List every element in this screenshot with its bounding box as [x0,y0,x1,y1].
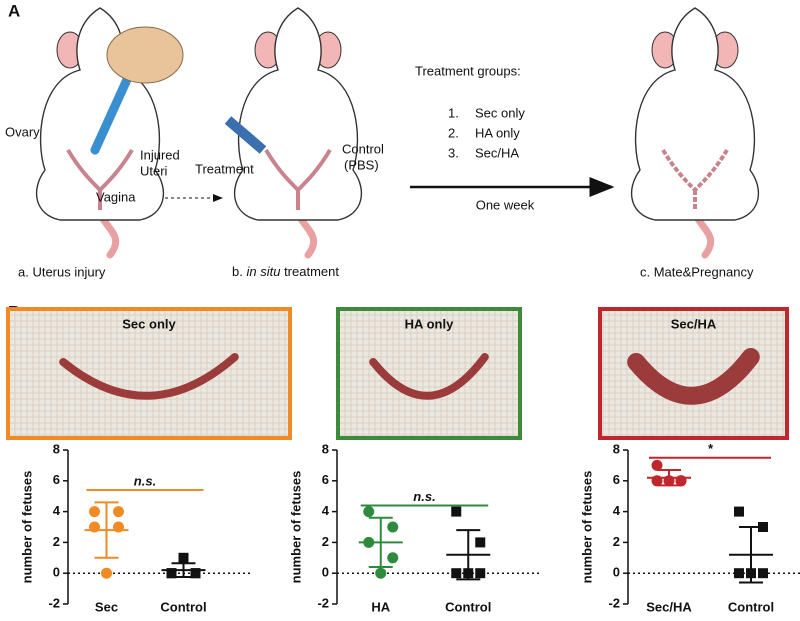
photo-title: Sec/HA [671,316,717,331]
point [387,521,399,533]
photo [336,307,522,440]
y-tick-label: 0 [613,565,620,580]
photo [6,307,292,440]
label-treatment: Treatment [195,161,254,176]
y-tick-label: 6 [322,472,329,487]
point [190,568,201,579]
y-tick-label: 2 [53,534,60,549]
panel-label: A [8,1,20,20]
y-tick-label: -2 [48,595,60,610]
point [475,537,486,548]
mouse-a [35,7,184,259]
point [166,568,177,579]
point [178,552,189,563]
y-tick-label: 2 [322,534,329,549]
y-tick-label: 2 [613,534,620,549]
y-tick-label: 8 [613,441,620,456]
point [113,521,124,533]
group-number: 1. [448,105,459,120]
y-tick-label: 4 [322,503,330,518]
point [651,459,663,471]
groups-title: Treatment groups: [415,63,521,78]
significance-label: n.s. [134,473,156,488]
point [89,506,100,518]
point [734,506,744,517]
label-injured: Injured [140,147,180,162]
y-tick-label: 6 [613,472,620,487]
mouse-b [224,7,363,259]
point [363,536,375,548]
label-pbs: (PBS) [344,157,379,172]
x-tick-label: HA [371,599,390,614]
y-tick-label: 8 [322,441,329,456]
caption-a: a. Uterus injury [18,264,106,279]
point [363,506,375,518]
point [746,568,756,579]
y-tick-label: 4 [613,503,621,518]
y-tick-label: 6 [53,472,60,487]
label-ovary: Ovary [5,124,40,139]
y-tick-label: 0 [322,565,329,580]
point [758,568,768,579]
y-tick-label: 4 [53,503,61,518]
group-number: 3. [448,145,459,160]
label-vagina: Vagina [96,189,136,204]
label-control: Control [342,141,384,156]
point [675,475,687,487]
group-number: 2. [448,125,459,140]
x-tick-label: Control [445,599,491,614]
point [475,568,486,579]
uterus-photo [627,348,760,405]
y-axis-label: number of fetuses [19,471,34,584]
x-tick-label: Control [160,599,206,614]
photo-title: Sec only [122,316,176,331]
label-uteri: Uteri [140,163,168,178]
caption-c: c. Mate&Pregnancy [640,264,754,279]
point [463,568,474,579]
y-tick-label: -2 [317,595,329,610]
photo-title: HA only [405,316,454,331]
caption-b: b. in situ treatment [232,264,339,279]
x-tick-label: Control [728,599,774,614]
mouse-c [630,7,760,259]
y-axis-label: number of fetuses [579,471,594,584]
y-tick-label: -2 [608,595,620,610]
x-tick-label: Sec [95,599,118,614]
point [101,567,112,579]
group-text: Sec/HA [475,145,519,160]
uterus-photo [369,353,489,400]
y-tick-label: 0 [53,565,60,580]
point [375,567,387,579]
y-tick-label: 8 [53,441,60,456]
point [113,506,124,518]
group-text: HA only [475,125,520,140]
point [663,475,675,487]
point [758,522,768,532]
group-text: Sec only [475,105,525,120]
point [451,506,462,517]
x-tick-label: Sec/HA [646,599,692,614]
y-axis-label: number of fetuses [288,471,303,584]
point [734,568,744,579]
point [451,568,462,579]
point [651,475,663,487]
significance-label: * [707,441,713,456]
point [89,521,100,533]
arrow-label: One week [476,197,535,212]
significance-label: n.s. [413,489,435,504]
photo [598,307,789,440]
uterus-photo [59,353,239,400]
point [387,552,399,564]
